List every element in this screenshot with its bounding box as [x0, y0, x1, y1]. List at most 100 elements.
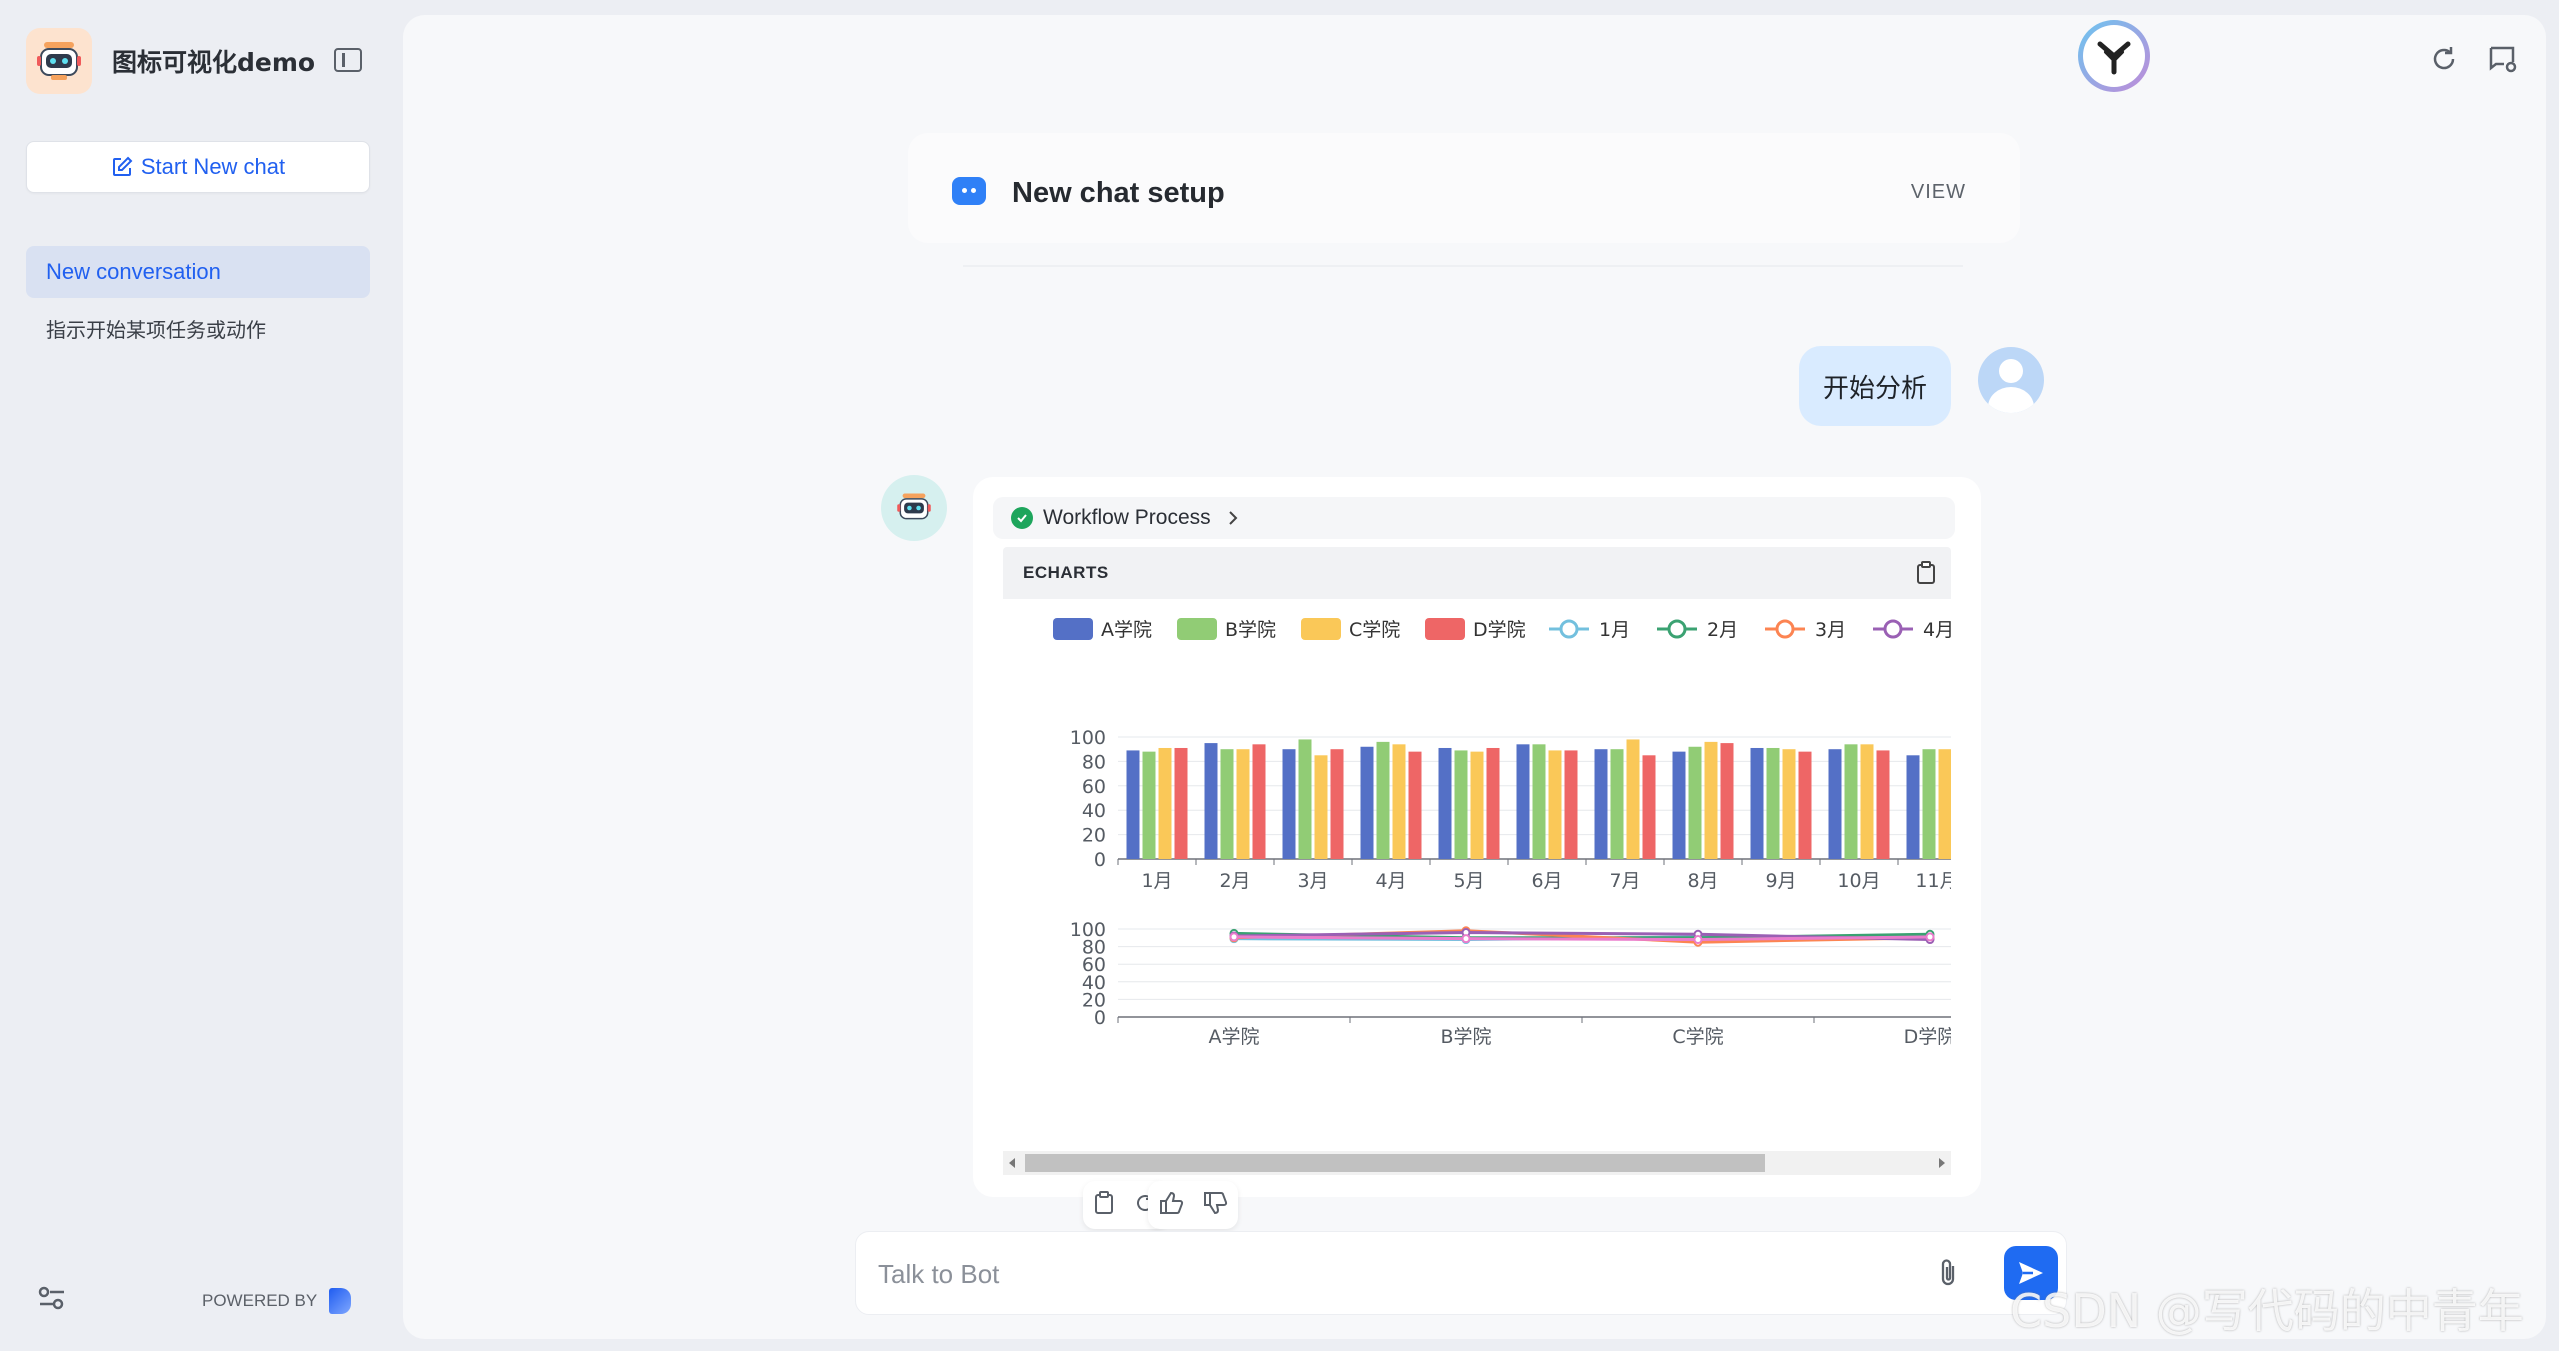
- bar-C学院-8月: [1704, 741, 1718, 859]
- scroll-left-arrow-icon[interactable]: [1009, 1158, 1015, 1168]
- copy-icon[interactable]: [1093, 1190, 1115, 1220]
- bar-D学院-1月: [1174, 747, 1188, 859]
- x-tick-label: 10月: [1837, 870, 1880, 892]
- robot-icon: [897, 493, 931, 520]
- x-tick-label: 6月: [1531, 870, 1562, 892]
- scroll-right-arrow-icon[interactable]: [1939, 1158, 1945, 1168]
- bar-B学院-3月: [1298, 739, 1312, 859]
- x-tick-label: 4月: [1375, 870, 1406, 892]
- x-tick-label: C学院: [1672, 1026, 1723, 1048]
- series-line-5月: [1233, 935, 1931, 942]
- point-5月-A学院: [1229, 932, 1239, 942]
- bar-D学院-9月: [1798, 751, 1812, 859]
- bar-C学院-11月: [1938, 749, 1951, 859]
- bar-A学院-8月: [1672, 751, 1686, 859]
- bar-C学院-2月: [1236, 749, 1250, 859]
- chat-setup-card: New chat setup VIEW: [908, 133, 2020, 243]
- point-5月-C学院: [1693, 935, 1703, 945]
- bar-C学院-3月: [1314, 755, 1328, 859]
- x-tick-label: 11月: [1915, 870, 1951, 892]
- legend-label: D学院: [1473, 619, 1526, 641]
- bar-D学院-7月: [1642, 755, 1656, 859]
- paperclip-icon[interactable]: [1936, 1258, 1962, 1293]
- y-tick-label: 0: [1094, 1007, 1106, 1029]
- x-tick-label: 2月: [1219, 870, 1250, 892]
- send-button[interactable]: [2004, 1246, 2058, 1300]
- bar-C学院-5月: [1470, 751, 1484, 859]
- bot-message-card: Workflow Process ECHARTS A学院 B学院 C学院 D学院 1月 2…: [973, 477, 1981, 1197]
- bar-A学院-9月: [1750, 747, 1764, 859]
- refresh-icon[interactable]: [2429, 44, 2459, 79]
- legend-label: 4月: [1923, 619, 1951, 641]
- bar-D学院-4月: [1408, 751, 1422, 859]
- legend-label: 1月: [1599, 619, 1630, 641]
- horizontal-scrollbar[interactable]: [1003, 1151, 1951, 1175]
- bar-C学院-6月: [1548, 750, 1562, 859]
- bar-B学院-11月: [1922, 749, 1936, 859]
- x-tick-label: 1月: [1141, 870, 1172, 892]
- watermark: CSDN @写代码的中青年: [2010, 1284, 2524, 1338]
- robot-logo-icon: [26, 28, 92, 94]
- scrollbar-thumb[interactable]: [1025, 1154, 1765, 1172]
- bar-A学院-1月: [1126, 750, 1140, 859]
- legend-label: 3月: [1815, 619, 1846, 641]
- bar-A学院-11月: [1906, 755, 1920, 859]
- bar-C学院-7月: [1626, 739, 1640, 859]
- chart-panel-header: ECHARTS: [1003, 547, 1951, 599]
- message-input[interactable]: [878, 1252, 1878, 1296]
- bar-A学院-2月: [1204, 743, 1218, 859]
- point-5月-D学院: [1925, 932, 1935, 942]
- bar-C学院-10月: [1860, 744, 1874, 859]
- y-tick-label: 40: [1082, 972, 1106, 994]
- legend-swatch: [1053, 618, 1093, 640]
- bar-B学院-1月: [1142, 751, 1156, 859]
- feedback-actions: [1148, 1181, 1238, 1229]
- y-tick-label: 40: [1082, 800, 1106, 822]
- bar-A学院-7月: [1594, 749, 1608, 859]
- legend-swatch: [1425, 618, 1465, 640]
- bar-D学院-8月: [1720, 743, 1734, 859]
- brand: 图标可视化demo: [26, 28, 315, 94]
- echarts-area: A学院 B学院 C学院 D学院 1月 2月 3月 4月 0 20 40 60 80 100 1月 2月 3月 4月…: [1003, 599, 1951, 1069]
- setup-view-button[interactable]: VIEW: [1910, 181, 1966, 203]
- bar-B学院-5月: [1454, 750, 1468, 859]
- bot-avatar: [881, 475, 947, 541]
- legend-label: C学院: [1349, 619, 1400, 641]
- workflow-process-toggle[interactable]: Workflow Process: [993, 497, 1955, 539]
- chevron-right-icon: [1228, 511, 1238, 525]
- legend-marker: [1883, 619, 1903, 639]
- legend-marker: [1775, 619, 1795, 639]
- user-message: 开始分析: [1799, 346, 1951, 426]
- bar-A学院-10月: [1828, 749, 1842, 859]
- chat-settings-icon[interactable]: [2487, 44, 2519, 79]
- y-tick-label: 100: [1070, 919, 1106, 941]
- edit-icon: [112, 156, 133, 176]
- x-tick-label: D学院: [1904, 1026, 1951, 1048]
- settings-sliders-icon[interactable]: [38, 1285, 66, 1316]
- sidebar-toggle-icon[interactable]: [334, 48, 362, 72]
- powered-by-label: POWERED BY: [202, 1291, 318, 1310]
- bar-A学院-5月: [1438, 747, 1452, 859]
- chat-main: New chat setup VIEW 开始分析 Workflow Proces…: [403, 15, 2546, 1339]
- thumbs-down-icon[interactable]: [1202, 1191, 1228, 1220]
- bar-A学院-3月: [1282, 749, 1296, 859]
- y-tick-label: 60: [1082, 954, 1106, 976]
- check-circle-icon: [1011, 507, 1033, 529]
- conversation-item[interactable]: 指示开始某项任务或动作: [46, 317, 266, 342]
- conversation-item[interactable]: New conversation: [26, 246, 370, 298]
- bar-B学院-4月: [1376, 741, 1390, 859]
- chart-panel-label: ECHARTS: [1023, 563, 1109, 582]
- x-tick-label: B学院: [1440, 1026, 1491, 1048]
- y-tick-label: 60: [1082, 776, 1106, 798]
- app-title: 图标可视化demo: [112, 48, 316, 77]
- bar-B学院-2月: [1220, 749, 1234, 859]
- thumbs-up-icon[interactable]: [1158, 1191, 1184, 1220]
- bar-D学院-3月: [1330, 749, 1344, 859]
- x-tick-label: 9月: [1765, 870, 1796, 892]
- copy-icon[interactable]: [1915, 561, 1937, 590]
- chat-bubble-icon: [952, 177, 986, 205]
- send-icon: [2019, 1262, 2043, 1284]
- start-new-chat-button[interactable]: Start New chat: [26, 141, 370, 193]
- legend-label: B学院: [1225, 619, 1276, 641]
- y-tick-label: 100: [1070, 727, 1106, 749]
